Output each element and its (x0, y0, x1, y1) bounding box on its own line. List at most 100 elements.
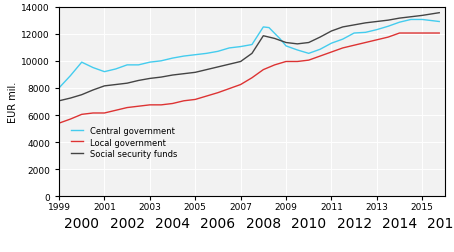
Social security funds (374, 21, 380, 24)
Social security funds (249, 53, 255, 56)
Social security funds (306, 42, 311, 45)
Central government (437, 21, 442, 24)
Central government (215, 51, 221, 54)
Legend: Central government, Local government, Social security funds: Central government, Local government, So… (71, 127, 178, 159)
Local government (136, 105, 141, 108)
Local government (340, 47, 345, 50)
Local government (306, 59, 311, 62)
Local government (374, 39, 380, 42)
Local government (317, 55, 323, 58)
Social security funds (261, 35, 266, 38)
Local government (385, 37, 391, 40)
Central government (363, 32, 368, 35)
Social security funds (340, 26, 345, 29)
Social security funds (113, 84, 118, 87)
Central government (340, 39, 345, 42)
Social security funds (385, 20, 391, 23)
Local government (170, 103, 175, 106)
Central government (408, 19, 414, 22)
Central government (204, 53, 209, 56)
Central government (56, 87, 62, 90)
Central government (385, 26, 391, 29)
Central government (329, 43, 334, 46)
Social security funds (351, 24, 357, 27)
Local government (408, 32, 414, 35)
Social security funds (317, 37, 323, 40)
Local government (437, 32, 442, 35)
Local government (272, 64, 277, 67)
Local government (215, 92, 221, 95)
Social security funds (124, 82, 130, 85)
Central government (113, 68, 118, 71)
Local government (351, 45, 357, 48)
Local government (102, 112, 107, 115)
Local government (90, 112, 96, 115)
Central government (147, 61, 153, 65)
Social security funds (136, 80, 141, 83)
Social security funds (272, 38, 277, 41)
Local government (79, 113, 84, 116)
Local government (192, 99, 198, 102)
Social security funds (437, 12, 442, 15)
Local government (113, 109, 118, 112)
Social security funds (283, 42, 289, 45)
Line: Central government: Central government (59, 20, 439, 88)
Local government (419, 32, 425, 35)
Social security funds (227, 64, 232, 67)
Central government (68, 75, 73, 78)
Local government (397, 32, 402, 35)
Central government (351, 32, 357, 35)
Central government (158, 60, 164, 63)
Social security funds (215, 66, 221, 69)
Social security funds (68, 97, 73, 100)
Local government (363, 42, 368, 45)
Local government (261, 69, 266, 72)
Central government (238, 46, 243, 49)
Central government (295, 49, 300, 52)
Central government (283, 45, 289, 48)
Local government (283, 61, 289, 64)
Central government (79, 61, 84, 65)
Social security funds (102, 85, 107, 88)
Central government (261, 26, 266, 29)
Central government (136, 64, 141, 67)
Social security funds (238, 61, 243, 64)
Central government (170, 57, 175, 60)
Social security funds (90, 89, 96, 92)
Line: Local government: Local government (59, 34, 439, 124)
Central government (90, 67, 96, 70)
Social security funds (408, 16, 414, 19)
Local government (56, 122, 62, 125)
Central government (192, 54, 198, 57)
Social security funds (56, 100, 62, 103)
Social security funds (170, 74, 175, 77)
Local government (295, 61, 300, 64)
Local government (124, 107, 130, 110)
Social security funds (158, 76, 164, 79)
Social security funds (147, 78, 153, 81)
Y-axis label: EUR mil.: EUR mil. (9, 81, 19, 123)
Social security funds (204, 69, 209, 72)
Central government (374, 29, 380, 32)
Social security funds (419, 15, 425, 18)
Local government (329, 51, 334, 54)
Central government (278, 39, 283, 42)
Social security funds (397, 18, 402, 21)
Local government (249, 77, 255, 80)
Central government (419, 19, 425, 22)
Social security funds (79, 94, 84, 97)
Local government (181, 100, 187, 103)
Local government (68, 118, 73, 121)
Central government (317, 49, 323, 52)
Local government (147, 104, 153, 107)
Local government (227, 88, 232, 91)
Social security funds (192, 72, 198, 75)
Central government (102, 71, 107, 74)
Local government (204, 95, 209, 98)
Local government (238, 84, 243, 87)
Central government (266, 27, 272, 30)
Central government (124, 64, 130, 67)
Central government (397, 22, 402, 25)
Social security funds (181, 73, 187, 76)
Central government (249, 44, 255, 47)
